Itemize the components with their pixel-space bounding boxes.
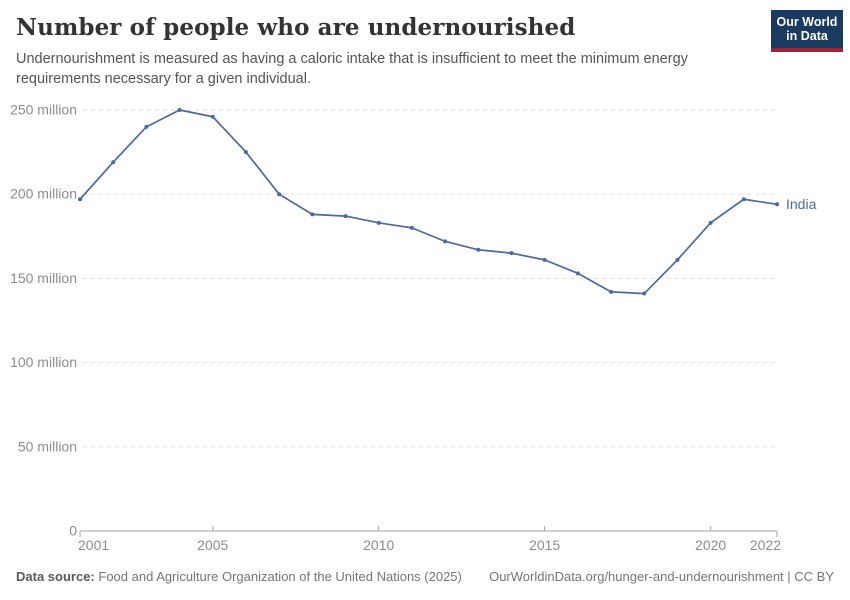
data-point: [277, 192, 282, 197]
owid-logo: Our World in Data: [771, 10, 843, 52]
x-tick-label: 2022: [750, 537, 781, 553]
data-point: [310, 212, 315, 217]
data-point: [542, 257, 547, 262]
data-point: [343, 214, 348, 219]
data-point: [409, 225, 414, 230]
x-tick-label: 2010: [363, 537, 394, 553]
data-point: [741, 197, 746, 202]
y-tick-label: 150 million: [10, 270, 77, 286]
series-line: [79, 109, 778, 295]
data-point: [675, 257, 680, 262]
data-point: [144, 124, 149, 129]
data-point: [476, 247, 481, 252]
data-point: [111, 160, 116, 165]
data-point: [642, 291, 647, 296]
y-tick-label: 0: [69, 523, 77, 539]
data-point: [376, 220, 381, 225]
data-point: [575, 271, 580, 276]
data-point: [775, 202, 779, 207]
data-source-text: Food and Agriculture Organization of the…: [98, 569, 462, 584]
y-tick-label: 100 million: [10, 354, 77, 370]
citation-link[interactable]: OurWorldinData.org/hunger-and-undernouri…: [489, 569, 834, 584]
data-point: [708, 220, 713, 225]
page-title: Number of people who are undernourished: [16, 14, 576, 41]
chart-subtitle: Undernourishment is measured as having a…: [16, 51, 688, 87]
owid-logo-line2: in Data: [786, 29, 828, 44]
y-tick-label: 50 million: [18, 438, 77, 454]
y-tick-label: 250 million: [10, 102, 77, 118]
owid-logo-line1: Our World: [776, 15, 838, 29]
data-point: [177, 108, 182, 112]
data-point: [210, 114, 215, 119]
data-source-label: Data source:: [16, 569, 95, 584]
x-tick-label: 2001: [78, 537, 109, 553]
y-tick-label: 200 million: [10, 186, 77, 202]
data-source: Data source: Food and Agriculture Organi…: [16, 569, 462, 584]
x-tick-label: 2015: [529, 537, 560, 553]
data-point: [243, 150, 248, 155]
x-tick-label: 2005: [197, 537, 228, 553]
chart-footer: Data source: Food and Agriculture Organi…: [0, 560, 850, 600]
data-point: [509, 251, 514, 256]
chart-header: Number of people who are undernourished …: [0, 0, 850, 95]
data-point: [78, 197, 82, 202]
line-chart: 0 50 million 100 million 150 million 200 mil…: [10, 102, 817, 554]
data-point: [443, 239, 448, 244]
series-end-label: India: [786, 196, 817, 212]
data-point: [609, 289, 614, 294]
x-tick-label: 2020: [695, 537, 726, 553]
